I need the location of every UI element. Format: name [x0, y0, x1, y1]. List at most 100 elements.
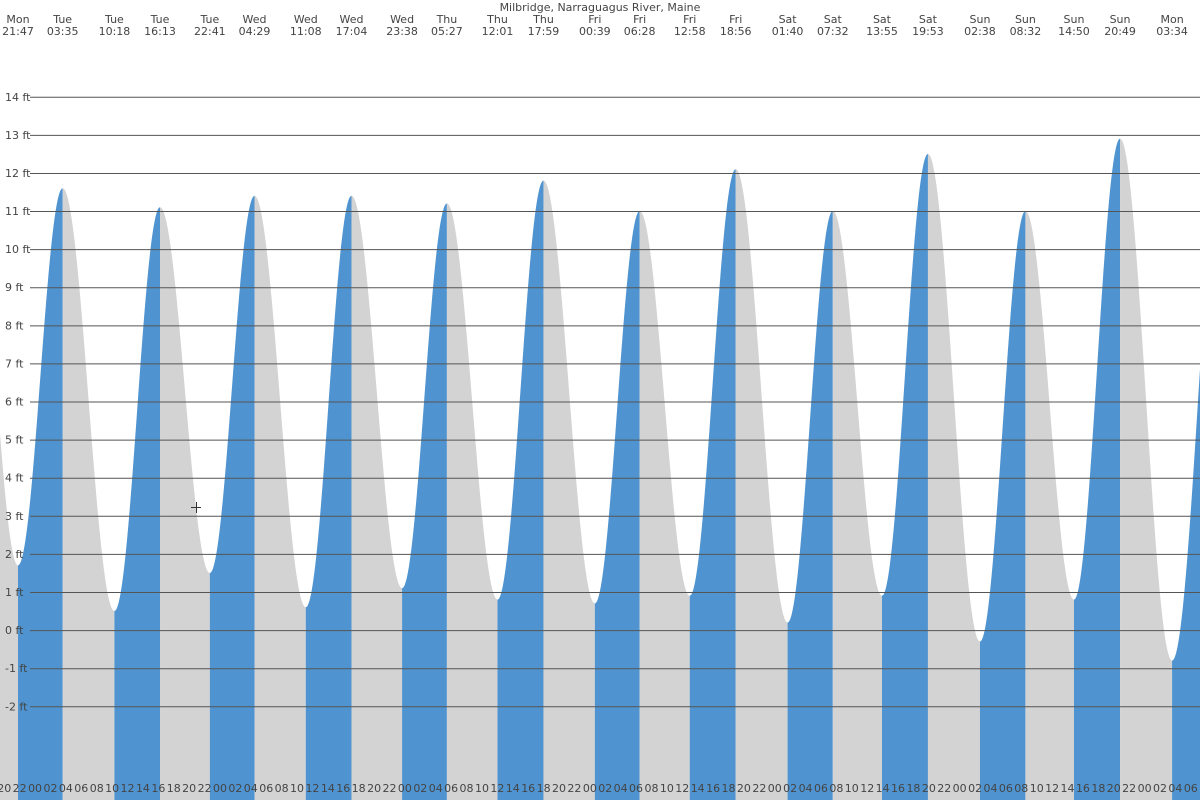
tide-area	[1025, 211, 1074, 800]
hour-label: 14	[321, 782, 335, 795]
hour-label: 22	[198, 782, 212, 795]
y-tick-label: 14 ft	[5, 91, 31, 104]
hour-label: 22	[752, 782, 766, 795]
day-label: Tue	[199, 13, 219, 26]
time-label: 13:55	[866, 25, 898, 38]
day-label: Thu	[486, 13, 508, 26]
y-tick-label: 12 ft	[5, 167, 31, 180]
tide-area	[979, 211, 1026, 800]
day-label: Sat	[873, 13, 892, 26]
hour-label: 20	[367, 782, 381, 795]
y-tick-label: 8 ft	[5, 319, 24, 332]
hour-label: 16	[336, 782, 350, 795]
hour-label: 04	[429, 782, 443, 795]
time-label: 19:53	[912, 25, 944, 38]
day-label: Wed	[390, 13, 414, 26]
hour-label: 04	[983, 782, 997, 795]
time-label: 10:18	[99, 25, 131, 38]
hour-label: 00	[768, 782, 782, 795]
tide-area	[832, 211, 882, 800]
hour-label: 00	[213, 782, 227, 795]
hour-label: 22	[1122, 782, 1136, 795]
hour-label: 06	[259, 782, 273, 795]
hour-label: 12	[305, 782, 319, 795]
hour-label: 20	[182, 782, 196, 795]
chart-title: Milbridge, Narraguagus River, Maine	[500, 1, 701, 14]
hour-label: 02	[968, 782, 982, 795]
hour-label: 04	[59, 782, 73, 795]
time-label: 17:04	[336, 25, 368, 38]
time-label: 20:49	[1104, 25, 1136, 38]
hour-label: 02	[598, 782, 612, 795]
hour-label: 20	[1107, 782, 1121, 795]
tide-area	[351, 195, 403, 800]
hour-label: 12	[1045, 782, 1059, 795]
day-label: Sat	[824, 13, 843, 26]
hour-label: 06	[1184, 782, 1198, 795]
hour-label: 18	[722, 782, 736, 795]
hour-label: 20	[0, 782, 11, 795]
y-tick-label: 2 ft	[5, 548, 24, 561]
time-label: 02:38	[964, 25, 996, 38]
day-label: Mon	[6, 13, 29, 26]
hour-label: 10	[845, 782, 859, 795]
time-label: 14:50	[1058, 25, 1090, 38]
tide-area	[114, 207, 161, 800]
hour-label: 22	[567, 782, 581, 795]
tide-area	[1172, 369, 1200, 800]
hour-label: 14	[1061, 782, 1075, 795]
hour-label: 22	[383, 782, 397, 795]
hour-label: 14	[506, 782, 520, 795]
tide-area	[209, 195, 255, 800]
y-tick-label: 4 ft	[5, 472, 24, 485]
tide-area	[254, 195, 306, 800]
day-label: Wed	[339, 13, 363, 26]
hour-label: 06	[74, 782, 88, 795]
hour-label: 06	[814, 782, 828, 795]
day-label: Tue	[150, 13, 170, 26]
time-label: 22:41	[194, 25, 226, 38]
time-label: 03:35	[47, 25, 79, 38]
time-label: 01:40	[772, 25, 804, 38]
tide-area	[594, 211, 640, 800]
time-label: 00:39	[579, 25, 611, 38]
hour-label: 14	[691, 782, 705, 795]
tide-area	[1073, 138, 1121, 800]
y-tick-label: 6 ft	[5, 396, 24, 409]
tide-area	[62, 188, 115, 800]
tide-area	[0, 433, 18, 800]
tide-area	[497, 180, 544, 800]
hour-label: 10	[475, 782, 489, 795]
hour-label: 20	[552, 782, 566, 795]
hour-label: 00	[1138, 782, 1152, 795]
hour-label: 02	[413, 782, 427, 795]
hour-label: 02	[228, 782, 242, 795]
day-label: Sat	[779, 13, 798, 26]
tide-area	[689, 169, 736, 800]
hour-label: 16	[521, 782, 535, 795]
hour-label: 12	[121, 782, 135, 795]
hour-label: 08	[829, 782, 843, 795]
hour-label: 00	[28, 782, 42, 795]
tide-area	[305, 195, 352, 800]
hour-label: 18	[1091, 782, 1105, 795]
tide-area	[543, 180, 595, 800]
day-label: Fri	[588, 13, 601, 26]
time-label: 05:27	[431, 25, 463, 38]
hour-label: 06	[444, 782, 458, 795]
time-label: 07:32	[817, 25, 849, 38]
hour-label: 18	[537, 782, 551, 795]
hour-label: 10	[660, 782, 674, 795]
hour-label: 22	[937, 782, 951, 795]
hour-label: 12	[860, 782, 874, 795]
hour-label: 18	[906, 782, 920, 795]
cursor	[191, 502, 201, 513]
hour-label: 22	[13, 782, 27, 795]
hour-label: 04	[614, 782, 628, 795]
hour-label: 12	[675, 782, 689, 795]
hour-label: 06	[999, 782, 1013, 795]
hour-label: 10	[105, 782, 119, 795]
day-label: Thu	[436, 13, 458, 26]
tide-area	[446, 203, 498, 800]
